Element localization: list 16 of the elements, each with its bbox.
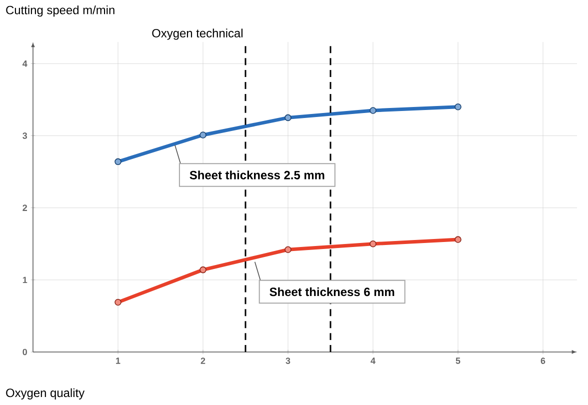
- x-axis-title: Oxygen quality: [6, 388, 85, 400]
- x-tick-label: 1: [116, 358, 120, 364]
- y-tick-label: 4: [22, 60, 28, 67]
- x-tick-label: 5: [456, 358, 460, 364]
- annotation: Sheet thickness 2.5 mm: [190, 170, 324, 180]
- x-tick-label: 6: [540, 358, 546, 364]
- y-axis-title: Cutting speed m/min: [6, 6, 114, 17]
- x-tick-label: 4: [370, 358, 376, 364]
- x-tick-label: 3: [286, 358, 290, 364]
- y-tick-label: 3: [22, 132, 28, 139]
- y-tick-label: 2: [22, 204, 27, 211]
- annotation: Sheet thickness 6 mm: [270, 287, 394, 296]
- y-tick-label: 0: [22, 348, 27, 356]
- x-tick-label: 2: [200, 358, 206, 364]
- y-tick-label: 1: [22, 276, 28, 283]
- ref-line-label: Oxygen technical: [152, 28, 242, 40]
